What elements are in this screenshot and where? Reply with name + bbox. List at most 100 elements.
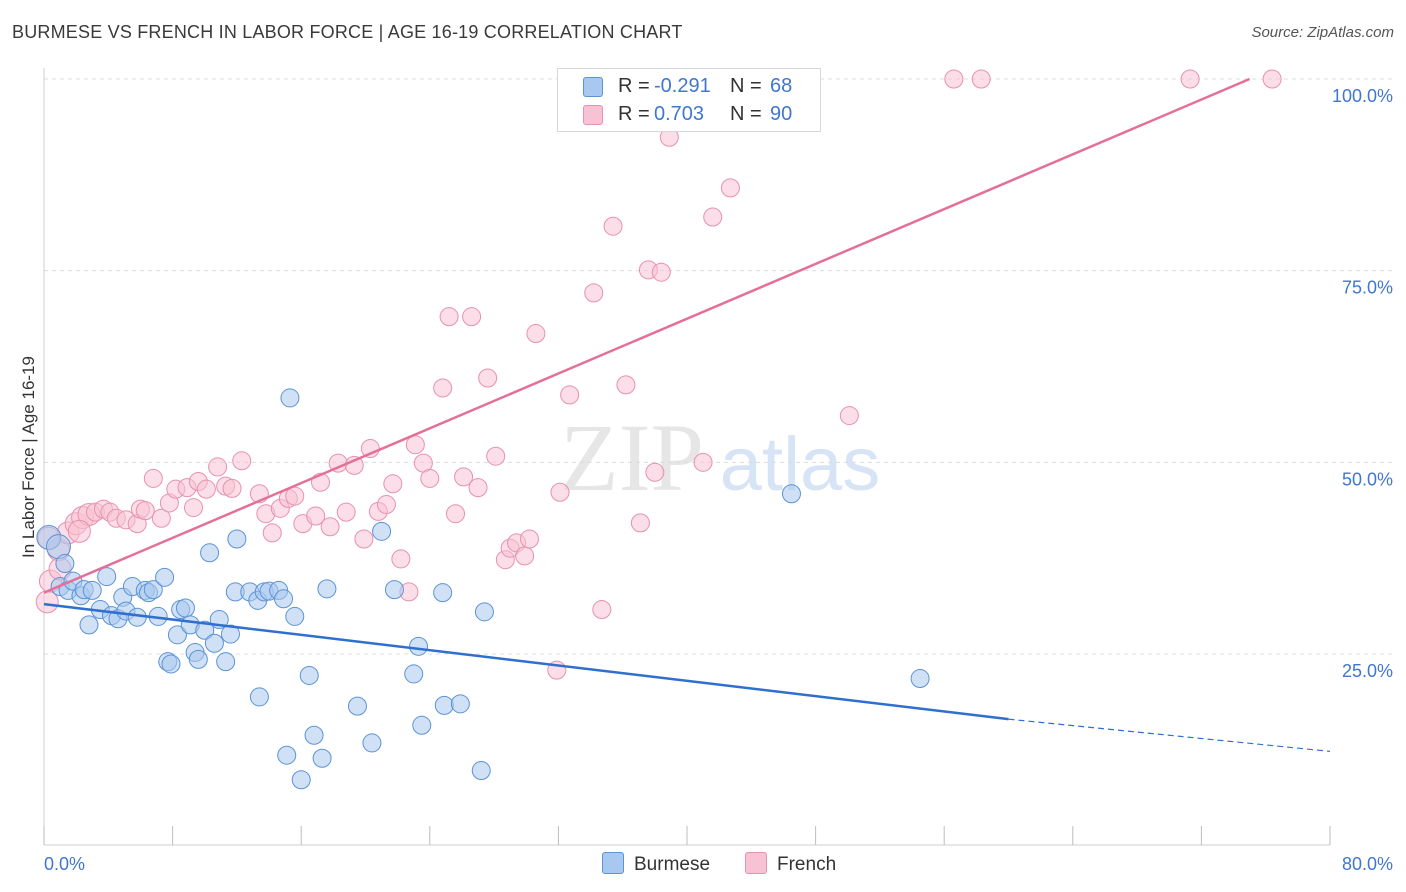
french-point [693, 452, 713, 472]
y-tick-label: 50.0% [1342, 469, 1393, 489]
french-point [196, 479, 216, 499]
french-point [839, 406, 859, 426]
french-point [645, 462, 665, 482]
french-point [478, 368, 498, 388]
french-point [526, 324, 546, 344]
burmese-point [82, 580, 102, 600]
french-point [462, 307, 482, 327]
burmese-point [372, 521, 392, 541]
burmese-point [155, 567, 175, 587]
french-point [944, 69, 964, 89]
burmese-point [434, 695, 454, 715]
bottom-legend-burmese: Burmese [602, 852, 710, 876]
burmese-point [277, 745, 297, 765]
burmese-n-label: N = [730, 75, 762, 97]
french-point [971, 69, 991, 89]
burmese-point [220, 624, 240, 644]
chart-title: BURMESE VS FRENCH IN LABOR FORCE | AGE 1… [12, 22, 683, 42]
french-point [486, 446, 506, 466]
french-point [616, 375, 636, 395]
french-point [515, 546, 535, 566]
french-point [468, 478, 488, 498]
french-point [222, 478, 242, 498]
burmese-point [204, 633, 224, 653]
french-r-label: R = [618, 103, 650, 125]
burmese-point [227, 529, 247, 549]
french-swatch [583, 105, 603, 125]
burmese-n-value: 68 [770, 75, 793, 97]
french-point [560, 385, 580, 405]
burmese-point [362, 733, 382, 753]
burmese-swatch [583, 77, 603, 97]
burmese-r-label: R = [618, 75, 650, 97]
french-n-value: 90 [770, 103, 793, 125]
burmese-point [347, 696, 367, 716]
correlation-legend: R = -0.291 N = 68 R = 0.703 N = 90 [557, 68, 821, 132]
legend-row-french: R = 0.703 N = 90 [558, 101, 820, 129]
burmese-point [412, 715, 432, 735]
french-point [336, 502, 356, 522]
bottom-burmese-label: Burmese [634, 854, 711, 875]
burmese-point [97, 567, 117, 587]
gridlines [44, 78, 1392, 655]
bottom-legend-french: French [745, 852, 836, 876]
x-tick-label-min: 0.0% [44, 854, 85, 874]
source-label: Source: ZipAtlas.com [1251, 24, 1394, 41]
french-point [439, 307, 459, 327]
bottom-french-label: French [777, 854, 837, 875]
burmese-point [216, 652, 236, 672]
burmese-point [781, 484, 801, 504]
bottom-french-swatch [745, 852, 767, 874]
french-point [720, 178, 740, 198]
burmese-point [285, 606, 305, 626]
french-point [446, 504, 466, 524]
french-point [383, 474, 403, 494]
burmese-point [175, 598, 195, 618]
french-trend-line [43, 77, 1251, 594]
french-point [354, 529, 374, 549]
french-points [35, 69, 1282, 680]
french-point [1180, 69, 1200, 89]
burmese-point [450, 694, 470, 714]
burmese-point [910, 669, 930, 689]
burmese-point [161, 654, 181, 674]
burmese-point [384, 580, 404, 600]
french-point [630, 513, 650, 533]
burmese-point [274, 589, 294, 609]
burmese-point [188, 649, 208, 669]
french-point [651, 262, 671, 282]
zipatlas-watermark: ZIP atlas [560, 404, 880, 511]
y-axis-label: In Labor Force | Age 16-19 [19, 356, 38, 558]
burmese-trend-line [43, 602, 1009, 721]
french-n-label: N = [730, 103, 762, 125]
burmese-point [55, 554, 75, 574]
watermark-zip: ZIP [560, 404, 704, 511]
french-point [183, 498, 203, 518]
burmese-point [304, 725, 324, 745]
french-point [603, 216, 623, 236]
burmese-point [167, 625, 187, 645]
burmese-point [291, 770, 311, 790]
burmese-point [195, 620, 215, 640]
y-tick-label: 25.0% [1342, 661, 1393, 681]
burmese-point [471, 761, 491, 781]
french-point [135, 501, 155, 521]
burmese-point [312, 748, 332, 768]
burmese-point [200, 543, 220, 563]
french-point [262, 523, 282, 543]
burmese-point [299, 665, 319, 685]
burmese-point [249, 687, 269, 707]
french-point [376, 495, 396, 514]
burmese-point [280, 388, 300, 408]
french-point [306, 506, 326, 526]
burmese-r-value: -0.291 [654, 75, 711, 97]
burmese-point [409, 636, 429, 656]
burmese-points [36, 388, 930, 790]
french-point [433, 378, 453, 398]
french-r-value: 0.703 [654, 103, 705, 125]
french-point [454, 467, 474, 487]
burmese-point [143, 580, 163, 600]
french-point [67, 519, 91, 543]
french-point [550, 482, 570, 502]
